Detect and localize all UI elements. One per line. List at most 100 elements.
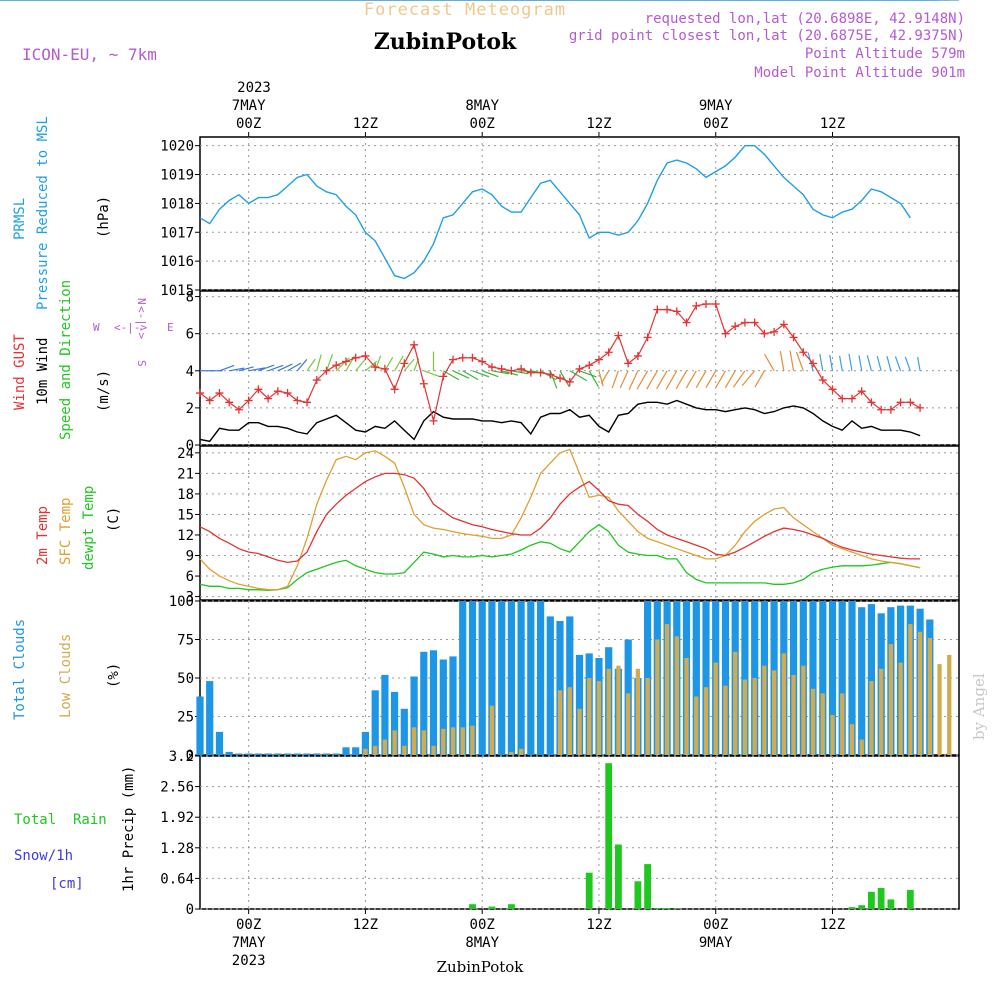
temp-labels: 2m Temp SFC Temp dewpt Temp (C) bbox=[35, 486, 122, 570]
wind-arrow bbox=[501, 370, 519, 376]
low-cloud-bar bbox=[869, 681, 874, 755]
wind-gust-marker bbox=[828, 385, 837, 394]
rain-bar bbox=[858, 905, 866, 909]
wind-arrow bbox=[287, 362, 302, 372]
clouds-ytick-label: 75 bbox=[177, 633, 194, 649]
wind-gust-marker bbox=[196, 389, 204, 398]
low-cloud-bar bbox=[859, 739, 864, 755]
total-cloud-bar bbox=[488, 601, 496, 755]
temp-label-2m: 2m Temp bbox=[35, 506, 51, 565]
top-time-label: 00Z bbox=[470, 116, 495, 132]
low-cloud-bar bbox=[810, 688, 816, 755]
wind-gust-marker bbox=[546, 370, 555, 379]
total-cloud-bar bbox=[410, 676, 418, 755]
low-cloud-bar bbox=[606, 668, 611, 755]
low-cloud-bar bbox=[801, 665, 806, 755]
wind-arrow bbox=[665, 370, 678, 390]
wind-gust-marker bbox=[682, 318, 691, 327]
wind-arrow bbox=[894, 356, 902, 371]
low-cloud-bar bbox=[684, 658, 689, 755]
wind-arrow bbox=[685, 370, 697, 389]
clouds-label-total: Total Clouds bbox=[12, 619, 28, 720]
compass-south: S bbox=[135, 360, 148, 367]
precip-label-snow: Snow/1h bbox=[14, 848, 73, 864]
dewpt-line bbox=[199, 523, 921, 592]
wind-arrow bbox=[695, 370, 707, 389]
pressure-labels: PRMSL Pressure Reduced to MSL (hPa) bbox=[12, 116, 112, 310]
total-cloud-bar bbox=[867, 604, 875, 755]
clouds-unit: (%) bbox=[106, 663, 122, 688]
low-cloud-bar bbox=[587, 678, 592, 755]
low-cloud-bar bbox=[937, 664, 942, 755]
low-cloud-bar bbox=[849, 724, 855, 755]
total-cloud-bar bbox=[264, 753, 272, 755]
wind-arrow bbox=[795, 351, 804, 371]
wind-gust-marker bbox=[351, 353, 360, 362]
wind-arrow bbox=[807, 352, 814, 371]
temp-ytick-label: 21 bbox=[177, 466, 194, 482]
total-cloud-bar bbox=[254, 753, 262, 755]
wind-arrow bbox=[491, 370, 509, 375]
wind-gust-marker bbox=[429, 416, 438, 425]
wind-ytick-label: 8 bbox=[186, 290, 194, 306]
total-cloud-bar bbox=[400, 708, 408, 755]
wind-ytick-label: 4 bbox=[186, 364, 194, 380]
wind-arrow bbox=[715, 370, 726, 388]
wind-arrow bbox=[238, 366, 254, 372]
wind-gust-marker bbox=[458, 353, 467, 362]
total-cloud-bar bbox=[215, 731, 224, 755]
low-cloud-bar bbox=[694, 696, 699, 755]
wind-arrow bbox=[248, 367, 266, 372]
rain-bar bbox=[673, 908, 681, 909]
wind-gust-marker bbox=[293, 396, 302, 405]
total-cloud-bar bbox=[206, 681, 214, 755]
total-cloud-bar bbox=[702, 601, 710, 755]
low-cloud-bar bbox=[772, 670, 777, 755]
wind-gust-marker bbox=[663, 305, 672, 314]
wind-arrow bbox=[848, 353, 853, 371]
wind-label-10m: 10m Wind bbox=[35, 338, 51, 405]
precip-ytick-label: 2.56 bbox=[160, 780, 194, 796]
rain-bar bbox=[848, 907, 856, 909]
wind-gust-marker bbox=[643, 333, 652, 342]
total-cloud-bar bbox=[449, 656, 457, 755]
bottom-time-label: 8MAY bbox=[465, 935, 499, 951]
compass-north: N bbox=[135, 298, 148, 305]
low-cloud-bar bbox=[626, 693, 631, 755]
wind-gust-marker bbox=[916, 403, 925, 412]
rain-bar bbox=[887, 899, 895, 909]
low-cloud-bar bbox=[674, 636, 679, 755]
low-cloud-bar bbox=[917, 631, 923, 755]
wind-arrow bbox=[403, 358, 415, 372]
total-cloud-bar bbox=[293, 753, 301, 755]
temp-ytick-label: 18 bbox=[177, 487, 194, 503]
pressure-panel: 1015 1016 1017 1018 1019 1020 bbox=[160, 136, 960, 299]
wind-gust-marker bbox=[614, 331, 623, 340]
wind-arrow bbox=[917, 356, 921, 371]
low-cloud-bar bbox=[664, 624, 670, 755]
wind-gust-marker bbox=[419, 379, 428, 388]
low-cloud-bar bbox=[781, 653, 786, 755]
total-cloud-bar bbox=[342, 747, 350, 755]
low-cloud-bar bbox=[616, 665, 621, 755]
wind-gust-marker bbox=[565, 377, 574, 386]
compass-rose: W E N S <-|-> <-|-> bbox=[93, 298, 174, 367]
wind-gust-marker bbox=[702, 299, 710, 308]
bottom-time-label: 9MAY bbox=[699, 935, 733, 951]
rain-bar bbox=[469, 904, 476, 909]
wind-gust-marker bbox=[740, 318, 749, 327]
pressure-line bbox=[199, 144, 911, 280]
low-cloud-bar bbox=[557, 690, 563, 755]
wind-arrow bbox=[462, 370, 479, 381]
wind-arrow bbox=[598, 370, 604, 387]
low-cloud-bar bbox=[645, 678, 650, 755]
compass-arrows: <-|-> bbox=[114, 321, 147, 334]
bottom-time-label: 12Z bbox=[820, 917, 845, 933]
wind-arrow bbox=[267, 364, 284, 372]
pressure-ytick-label: 1018 bbox=[160, 196, 194, 212]
wind-gust-marker bbox=[380, 364, 389, 373]
low-cloud-bar bbox=[392, 730, 397, 755]
precip-ytick-label: 0.64 bbox=[160, 871, 194, 887]
wind-gust-marker bbox=[390, 385, 399, 394]
wind-arrow bbox=[886, 355, 892, 371]
